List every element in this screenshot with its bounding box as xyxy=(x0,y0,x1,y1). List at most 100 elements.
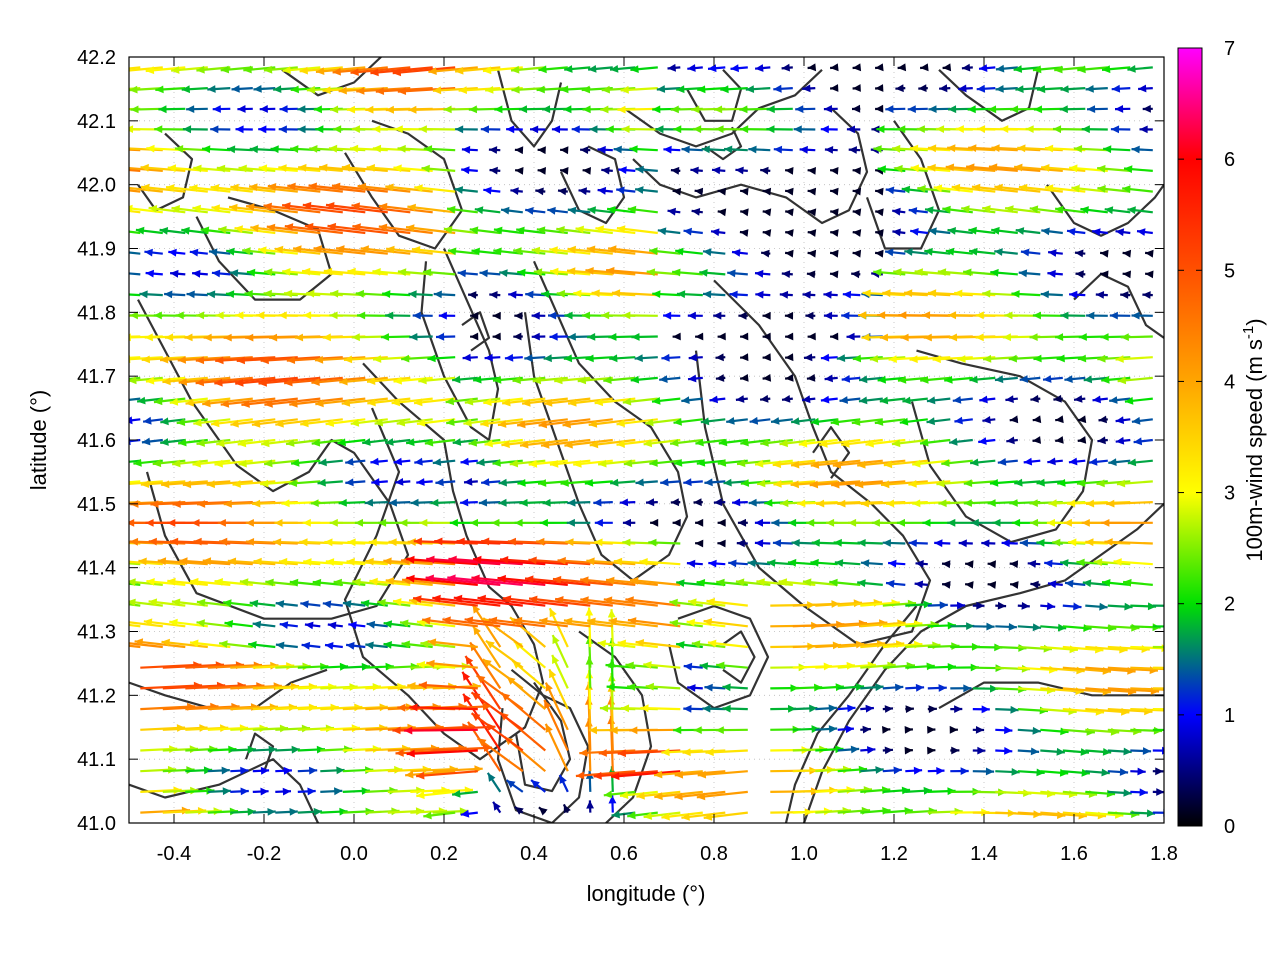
wind-arrow-head xyxy=(145,519,154,527)
wind-arrow-shaft xyxy=(528,597,591,607)
x-tick-label: 0.6 xyxy=(610,843,638,865)
wind-arrow-head xyxy=(703,618,713,626)
wind-arrow-head xyxy=(161,480,170,489)
wind-arrow-head xyxy=(179,557,188,566)
wind-arrow-head xyxy=(211,269,221,278)
wind-arrow-head xyxy=(172,459,181,468)
wind-arrow-head xyxy=(536,85,545,94)
wind-arrow-head xyxy=(670,439,679,447)
wind-arrow-head xyxy=(1060,727,1069,736)
wind-arrow-head xyxy=(1116,479,1126,488)
wind-arrow-head xyxy=(701,145,710,154)
wind-arrow-head xyxy=(1033,354,1042,363)
contour-line xyxy=(578,630,653,823)
wind-arrow-head xyxy=(1053,125,1062,134)
wind-arrow-head xyxy=(408,290,417,299)
wind-arrow-head xyxy=(1081,768,1090,777)
wind-arrow-head xyxy=(216,439,225,448)
wind-arrow-head xyxy=(538,807,548,816)
wind-arrow-head xyxy=(482,66,492,75)
wind-arrow-head xyxy=(627,811,636,820)
wind-arrow-head xyxy=(267,808,276,816)
wind-arrow-head xyxy=(1027,560,1037,568)
wind-arrow-head xyxy=(927,725,936,734)
wind-arrow-head xyxy=(242,247,251,255)
wind-arrow-head xyxy=(1097,354,1106,363)
wind-arrow-head xyxy=(594,518,603,527)
wind-arrow-head xyxy=(400,619,409,628)
wind-arrow-head xyxy=(370,68,379,77)
wind-arrow-head xyxy=(1108,458,1117,466)
wind-arrow-head xyxy=(145,66,155,75)
wind-arrow-head xyxy=(899,417,909,426)
wind-arrow-head xyxy=(1005,205,1014,213)
wind-arrow-head xyxy=(258,164,268,173)
wind-arrow-head xyxy=(1100,333,1109,341)
wind-arrow-head xyxy=(1017,144,1026,153)
wind-arrow-head xyxy=(876,125,885,134)
wind-arrow-head xyxy=(977,746,986,755)
wind-arrow-head xyxy=(715,374,725,382)
wind-arrow-shaft xyxy=(129,644,141,649)
wind-arrow-head xyxy=(928,705,937,713)
wind-arrow-shaft xyxy=(129,189,141,193)
wind-arrow-head xyxy=(129,416,133,425)
wind-arrow-head xyxy=(196,65,205,74)
wind-arrow-head xyxy=(168,248,177,257)
wind-arrow-head xyxy=(560,167,569,175)
wind-arrow-head xyxy=(992,518,1001,527)
wind-arrow-head xyxy=(258,125,267,134)
wind-arrow-head xyxy=(611,810,620,819)
wind-arrow-head xyxy=(283,766,292,775)
wind-arrow-head xyxy=(310,499,319,507)
wind-arrow-head xyxy=(302,201,312,210)
wind-arrow-head xyxy=(740,353,749,362)
wind-arrow-head xyxy=(215,311,224,320)
wind-arrow-head xyxy=(804,353,813,362)
wind-arrow-head xyxy=(1055,415,1064,424)
wind-arrow-head xyxy=(810,558,819,567)
wind-arrow-head xyxy=(196,439,205,447)
wind-arrow-head xyxy=(153,397,163,406)
wind-arrow-head xyxy=(469,226,479,235)
wind-arrow-head xyxy=(601,166,610,175)
wind-arrow-shaft xyxy=(378,204,433,214)
wind-arrow-head xyxy=(372,268,381,276)
wind-arrow-shaft xyxy=(129,480,163,486)
wind-arrow-head xyxy=(892,144,901,153)
wind-arrow-head xyxy=(952,396,962,404)
wind-arrow-head xyxy=(148,205,158,213)
wind-arrow-shaft xyxy=(544,723,569,772)
wind-arrow-head xyxy=(939,601,948,610)
wind-arrow-head xyxy=(219,640,228,648)
wind-arrow-head xyxy=(464,397,474,406)
wind-arrow-head xyxy=(235,125,244,134)
wind-arrow-shaft xyxy=(395,749,456,755)
wind-arrow-head xyxy=(802,578,812,587)
wind-arrow-head xyxy=(704,683,713,692)
wind-arrow-head xyxy=(313,245,322,253)
wind-arrow-head xyxy=(976,601,985,610)
wind-arrow-head xyxy=(629,726,638,735)
wind-arrow-head xyxy=(185,398,194,407)
wind-arrow-head xyxy=(1030,747,1040,756)
wind-arrow-head xyxy=(138,557,147,566)
wind-arrow-head xyxy=(645,418,654,427)
wind-arrow-head xyxy=(1083,624,1092,632)
wind-arrow-head xyxy=(471,713,481,722)
wind-arrow-head xyxy=(259,105,268,113)
wind-arrow-head xyxy=(766,125,775,134)
wind-arrow-head xyxy=(306,289,315,298)
wind-arrow-head xyxy=(627,683,636,691)
wind-arrow-head xyxy=(1036,538,1045,547)
wind-arrow-head xyxy=(1012,518,1021,527)
wind-arrow-head xyxy=(1101,768,1110,777)
wind-arrow-head xyxy=(969,247,978,256)
wind-arrow-head xyxy=(1000,125,1009,133)
wind-arrow-head xyxy=(670,166,680,175)
wind-arrow-head xyxy=(915,683,925,692)
wind-arrow-head xyxy=(566,518,575,527)
wind-arrow-head xyxy=(421,164,430,173)
wind-arrow-head xyxy=(493,226,503,235)
wind-arrow-head xyxy=(687,311,696,320)
